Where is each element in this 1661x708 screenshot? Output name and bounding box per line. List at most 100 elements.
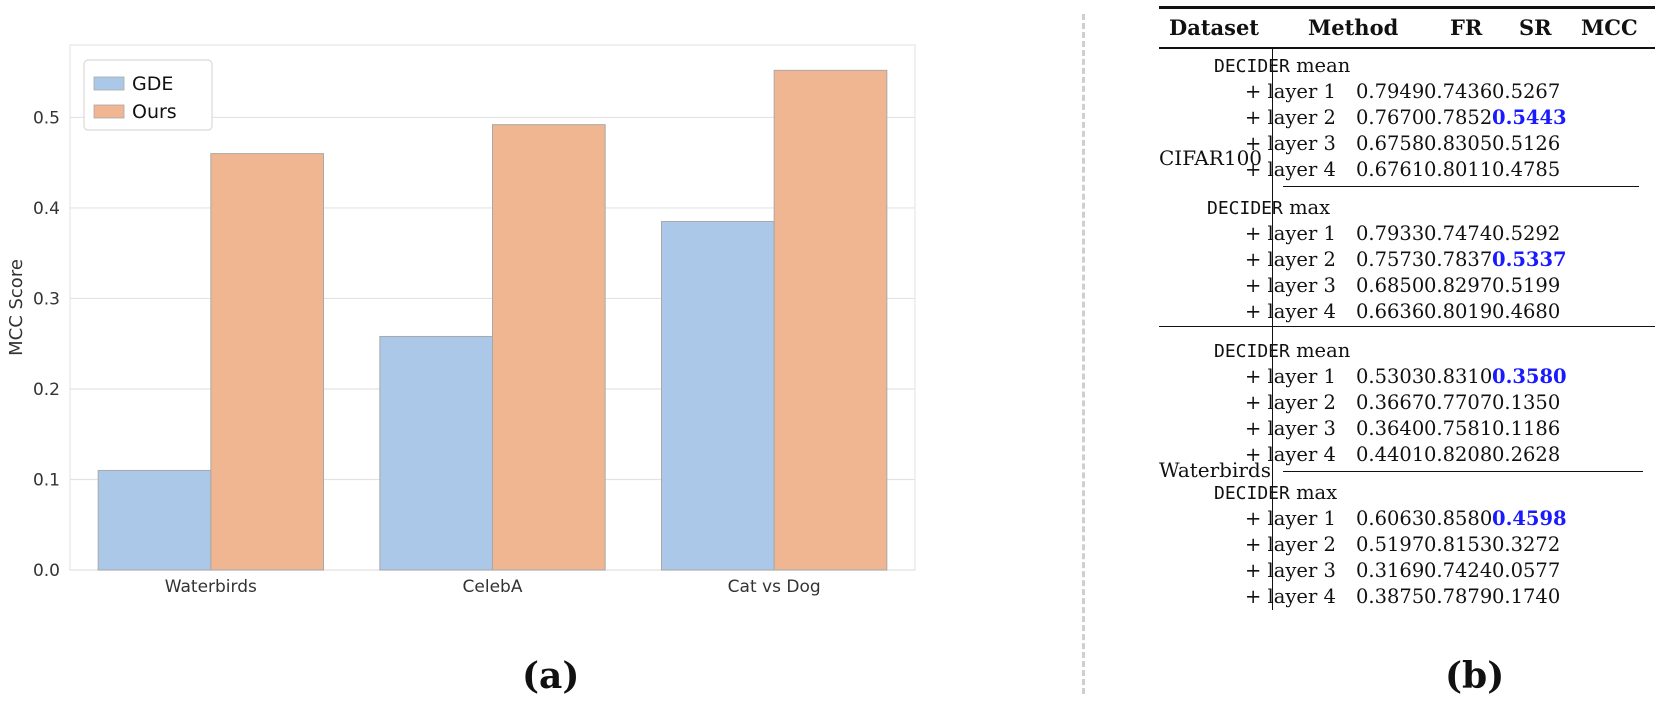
sr-value: 0.7436 <box>1424 80 1493 103</box>
mcc-value: 0.1740 <box>1492 585 1561 608</box>
x-tick-label: Waterbirds <box>165 577 257 597</box>
bar-ours-1 <box>492 124 606 571</box>
y-tick-label: 0.2 <box>33 380 60 400</box>
layer-label: + layer 4 <box>1245 158 1336 181</box>
sr-value: 0.7424 <box>1424 559 1493 582</box>
layer-label: + layer 2 <box>1245 248 1336 271</box>
bar-gde-1 <box>379 335 494 571</box>
layer-label: + layer 3 <box>1245 132 1336 155</box>
mcc-value: 0.5267 <box>1492 80 1561 103</box>
fr-value: 0.7670 <box>1356 106 1425 129</box>
mcc-value: 0.1186 <box>1492 417 1561 440</box>
aggregation-label: max <box>1289 196 1331 219</box>
layer-label: + layer 3 <box>1245 274 1336 297</box>
sr-value: 0.7707 <box>1424 391 1493 414</box>
header-dataset: Dataset <box>1169 15 1260 40</box>
fr-value: 0.6636 <box>1356 300 1425 323</box>
aggregation-label: max <box>1296 481 1338 504</box>
bar-gde-0 <box>97 469 212 571</box>
y-tick-label: 0.0 <box>33 561 60 581</box>
mcc-value: 0.2628 <box>1492 443 1561 466</box>
mcc-value: 0.4598 <box>1492 507 1567 530</box>
sr-value: 0.7837 <box>1424 248 1493 271</box>
panel-label-b: (b) <box>1445 655 1505 697</box>
fr-value: 0.5197 <box>1356 533 1425 556</box>
sr-value: 0.8019 <box>1424 300 1493 323</box>
mcc-value: 0.3580 <box>1492 365 1567 388</box>
layer-label: + layer 4 <box>1245 300 1336 323</box>
mcc-value: 0.3272 <box>1492 533 1561 556</box>
fr-value: 0.5303 <box>1356 365 1425 388</box>
fr-value: 0.3169 <box>1356 559 1425 582</box>
sr-value: 0.8310 <box>1424 365 1493 388</box>
mcc-value: 0.0577 <box>1492 559 1561 582</box>
layer-label: + layer 1 <box>1245 222 1336 245</box>
bar-chart: 0.0 0.1 0.2 0.3 0.4 0.5 MCC Score Waterbirds Cel… <box>6 44 916 597</box>
layer-label: + layer 3 <box>1245 559 1336 582</box>
fr-value: 0.7573 <box>1356 248 1425 271</box>
dataset-label: CIFAR100 <box>1159 146 1263 170</box>
fr-value: 0.7933 <box>1356 222 1425 245</box>
y-axis-label: MCC Score <box>6 259 27 356</box>
fr-value: 0.3875 <box>1356 585 1425 608</box>
sr-value: 0.8305 <box>1424 132 1493 155</box>
sr-value: 0.8153 <box>1424 533 1493 556</box>
bar-gde-2 <box>661 221 775 571</box>
method-header: DECIDER mean <box>1214 339 1350 362</box>
method-name: DECIDER <box>1214 341 1290 362</box>
fr-value: 0.3640 <box>1356 417 1425 440</box>
y-tick-label: 0.3 <box>33 289 60 309</box>
header-fr: FR <box>1450 15 1483 40</box>
header-method: Method <box>1308 15 1399 40</box>
panel-divider <box>1082 14 1085 694</box>
aggregation-label: mean <box>1296 339 1351 362</box>
fr-value: 0.3667 <box>1356 391 1425 414</box>
sr-value: 0.7879 <box>1424 585 1493 608</box>
y-tick-label: 0.1 <box>33 470 60 490</box>
panel-label-a: (a) <box>522 655 580 697</box>
fr-value: 0.4401 <box>1356 443 1425 466</box>
mcc-value: 0.5337 <box>1492 248 1567 271</box>
layer-label: + layer 3 <box>1245 417 1336 440</box>
fr-value: 0.6850 <box>1356 274 1425 297</box>
mcc-value: 0.5126 <box>1492 132 1561 155</box>
fr-value: 0.6761 <box>1356 158 1425 181</box>
mcc-value: 0.5443 <box>1492 106 1567 129</box>
block-separator <box>1283 471 1643 473</box>
mcc-value: 0.4680 <box>1492 300 1561 323</box>
legend-swatch-gde <box>93 76 125 91</box>
bar-ours-2 <box>773 69 888 571</box>
layer-label: + layer 2 <box>1245 106 1336 129</box>
method-header: DECIDER max <box>1207 196 1330 219</box>
method-header: DECIDER max <box>1214 481 1337 504</box>
layer-label: + layer 4 <box>1245 443 1336 466</box>
legend-label-gde: GDE <box>132 73 173 95</box>
mcc-value: 0.5292 <box>1492 222 1561 245</box>
layer-label: + layer 1 <box>1245 365 1336 388</box>
x-tick-label: Cat vs Dog <box>728 577 821 597</box>
fr-value: 0.7949 <box>1356 80 1425 103</box>
table-top-rule <box>1159 6 1655 9</box>
method-name: DECIDER <box>1214 483 1290 504</box>
bar-ours-0 <box>210 153 324 571</box>
header-sr: SR <box>1519 15 1552 40</box>
mcc-value: 0.4785 <box>1492 158 1561 181</box>
fr-value: 0.6758 <box>1356 132 1425 155</box>
y-tick-label: 0.4 <box>33 199 60 219</box>
method-name: DECIDER <box>1207 198 1283 219</box>
header-mcc: MCC <box>1581 15 1638 40</box>
dataset-label: Waterbirds <box>1159 458 1272 482</box>
table-header-rule <box>1159 47 1655 49</box>
table-vertical-rule <box>1272 48 1274 610</box>
sr-value: 0.7852 <box>1424 106 1493 129</box>
block-separator <box>1283 186 1639 188</box>
layer-label: + layer 2 <box>1245 391 1336 414</box>
x-tick-label: CelebA <box>463 577 523 597</box>
table-group-rule <box>1159 326 1655 328</box>
method-header: DECIDER mean <box>1214 54 1350 77</box>
mcc-value: 0.1350 <box>1492 391 1561 414</box>
layer-label: + layer 1 <box>1245 507 1336 530</box>
fr-value: 0.6063 <box>1356 507 1425 530</box>
aggregation-label: mean <box>1296 54 1351 77</box>
sr-value: 0.8208 <box>1424 443 1493 466</box>
